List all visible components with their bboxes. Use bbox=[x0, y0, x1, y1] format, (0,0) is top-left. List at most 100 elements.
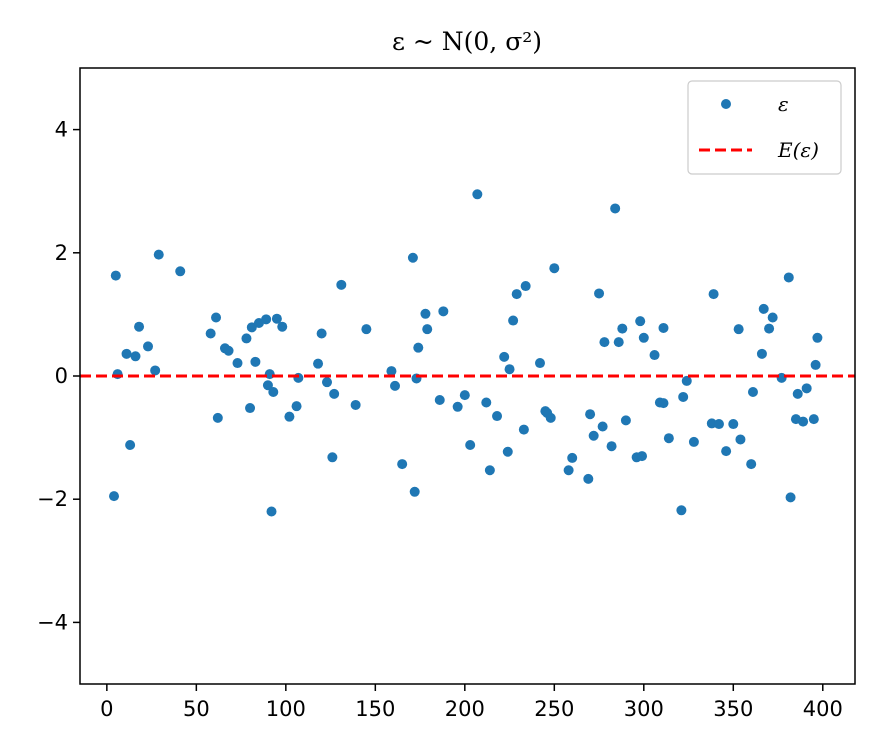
data-point bbox=[150, 365, 161, 376]
data-point bbox=[676, 505, 687, 516]
data-point bbox=[721, 446, 732, 457]
data-point bbox=[112, 369, 123, 380]
data-point bbox=[658, 398, 669, 409]
legend: ε E(ε) bbox=[687, 80, 842, 175]
data-point bbox=[508, 315, 519, 326]
data-point bbox=[232, 358, 243, 369]
data-point bbox=[211, 312, 222, 323]
data-point bbox=[728, 419, 739, 430]
data-point bbox=[125, 439, 136, 450]
data-point bbox=[597, 421, 608, 432]
data-point bbox=[316, 328, 327, 339]
x-tick-label: 50 bbox=[183, 697, 210, 721]
data-point bbox=[735, 434, 746, 445]
data-point bbox=[706, 418, 717, 429]
data-point bbox=[678, 391, 689, 402]
data-point bbox=[350, 399, 361, 410]
data-point bbox=[481, 397, 492, 408]
y-tick-label: 0 bbox=[55, 364, 68, 388]
data-point bbox=[284, 411, 295, 422]
data-point bbox=[130, 351, 141, 362]
data-point bbox=[801, 383, 812, 394]
data-point bbox=[175, 266, 186, 277]
data-point bbox=[563, 465, 574, 476]
data-point bbox=[688, 436, 699, 447]
x-tick-label: 0 bbox=[100, 697, 113, 721]
data-point bbox=[407, 252, 418, 263]
data-point bbox=[271, 313, 282, 324]
legend-label-mean-line: E(ε) bbox=[777, 138, 819, 162]
data-point bbox=[588, 430, 599, 441]
data-point bbox=[638, 332, 649, 343]
data-point bbox=[502, 446, 513, 457]
data-point bbox=[812, 332, 823, 343]
data-point bbox=[293, 372, 304, 383]
data-point bbox=[390, 380, 401, 391]
data-point bbox=[610, 203, 621, 214]
legend-label-points: ε bbox=[778, 92, 789, 116]
data-point bbox=[492, 411, 503, 422]
data-point bbox=[583, 473, 594, 484]
data-point bbox=[409, 486, 420, 497]
data-point bbox=[361, 324, 372, 335]
data-point bbox=[245, 403, 256, 414]
data-point bbox=[422, 324, 433, 335]
data-point bbox=[617, 323, 628, 334]
data-point bbox=[534, 358, 545, 369]
y-axis: −4 −2 0 2 4 bbox=[37, 118, 80, 634]
y-tick-label: −4 bbox=[37, 610, 68, 634]
data-point bbox=[663, 433, 674, 444]
data-point bbox=[143, 341, 154, 352]
x-tick-label: 350 bbox=[713, 697, 753, 721]
data-point bbox=[658, 322, 669, 333]
data-point bbox=[212, 412, 223, 423]
data-point bbox=[262, 380, 273, 391]
data-point bbox=[767, 312, 778, 323]
data-point bbox=[397, 459, 408, 470]
x-tick-label: 400 bbox=[803, 697, 843, 721]
data-point bbox=[511, 289, 522, 300]
data-point bbox=[606, 441, 617, 452]
data-point bbox=[567, 452, 578, 463]
data-point bbox=[452, 401, 463, 412]
data-point bbox=[585, 409, 596, 420]
data-point bbox=[327, 452, 338, 463]
data-point bbox=[465, 439, 476, 450]
x-tick-label: 200 bbox=[445, 697, 485, 721]
data-point bbox=[484, 465, 495, 476]
data-point bbox=[776, 372, 787, 383]
data-point bbox=[545, 412, 556, 423]
data-point bbox=[758, 303, 769, 314]
data-point bbox=[246, 322, 257, 333]
data-point bbox=[747, 387, 758, 398]
data-point bbox=[291, 401, 302, 412]
data-point bbox=[594, 288, 605, 299]
x-tick-label: 100 bbox=[266, 697, 306, 721]
data-point bbox=[420, 308, 431, 319]
data-point bbox=[261, 314, 272, 325]
data-point bbox=[205, 328, 216, 339]
data-point bbox=[785, 492, 796, 503]
data-point bbox=[810, 359, 821, 370]
data-point bbox=[109, 491, 120, 502]
data-point bbox=[110, 270, 121, 281]
data-point bbox=[613, 337, 624, 348]
data-point bbox=[520, 281, 531, 292]
data-point bbox=[504, 364, 515, 375]
data-point bbox=[241, 333, 252, 344]
data-point bbox=[277, 321, 288, 332]
data-point bbox=[223, 345, 234, 356]
data-point bbox=[459, 390, 470, 401]
x-axis: 0 50 100 150 200 250 300 350 400 bbox=[100, 684, 843, 721]
data-point bbox=[549, 263, 560, 274]
data-point bbox=[438, 306, 449, 317]
data-point bbox=[764, 323, 775, 334]
data-point bbox=[336, 279, 347, 290]
y-tick-label: −2 bbox=[37, 487, 68, 511]
data-point bbox=[681, 375, 692, 386]
data-point bbox=[756, 348, 767, 359]
data-point bbox=[635, 316, 646, 327]
data-point bbox=[329, 388, 340, 399]
data-point bbox=[313, 358, 324, 369]
